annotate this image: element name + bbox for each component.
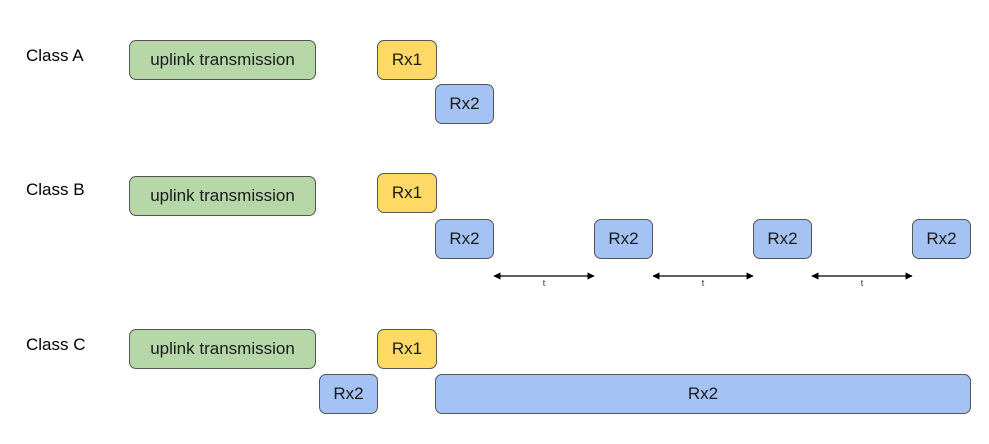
class-c-rx2-before-box: Rx2 [319,374,378,414]
class-b-rx2-box: Rx2 [594,219,653,259]
interval-arrow-1: t [493,272,595,288]
interval-label: t [861,278,864,288]
class-c-rx2-continuous-box: Rx2 [435,374,971,414]
class-b-label: Class B [26,180,85,199]
class-a-label: Class A [26,46,84,65]
class-c-label: Class C [26,335,86,354]
class-c-rx1-box: Rx1 [377,329,437,369]
class-b-rx2-box: Rx2 [753,219,812,259]
class-b-rx2-box: Rx2 [912,219,971,259]
interval-arrow-3: t [811,272,913,288]
class-a-rx1-box: Rx1 [377,40,437,80]
class-a-uplink-box: uplink transmission [129,40,316,80]
interval-label: t [543,278,546,288]
interval-arrow-2: t [652,272,754,288]
class-b-uplink-box: uplink transmission [129,176,316,216]
class-b-rx1-box: Rx1 [377,173,437,213]
class-a-rx2-box: Rx2 [435,84,494,124]
class-c-uplink-box: uplink transmission [129,329,316,369]
class-b-rx2-box: Rx2 [435,219,494,259]
interval-label: t [702,278,705,288]
